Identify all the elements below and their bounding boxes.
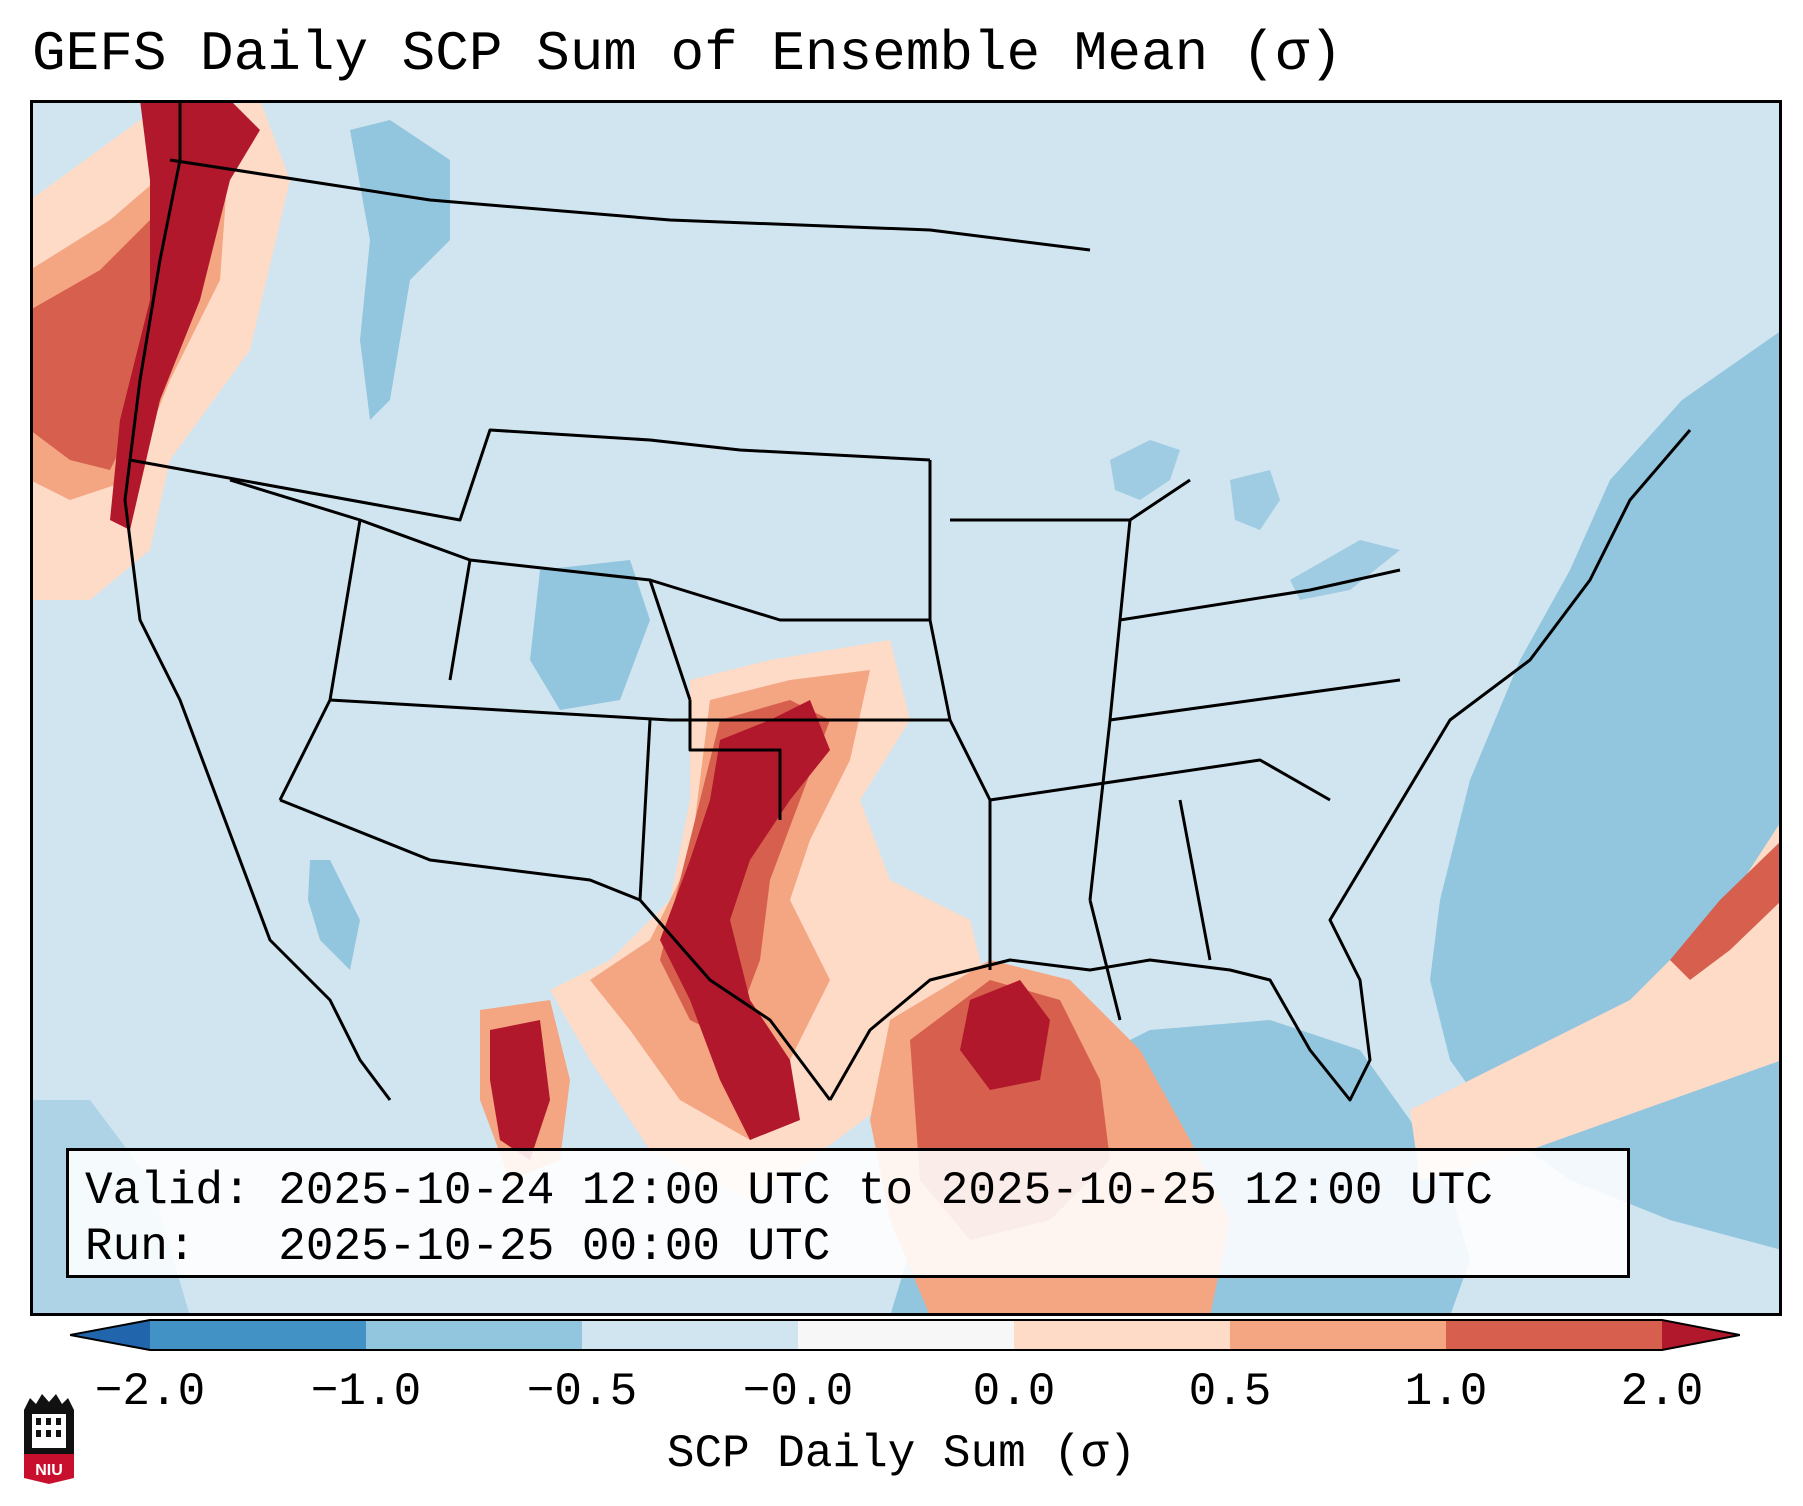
plains-anomaly-max [660,700,830,1140]
colorbar-outline [70,1319,1740,1351]
colorbar-tick-label: 1.0 [1404,1366,1488,1418]
atlantic-anomaly-core [1670,840,1782,980]
us-canada-border [169,158,1091,252]
colorbar-segment-1 [366,1320,582,1350]
south-texas-coast-max [960,980,1050,1090]
valid-label: Valid: [85,1165,251,1217]
northeast-mexico-max [490,1020,550,1160]
colorbar-tick-label: −2.0 [94,1366,206,1418]
colorbar-label: SCP Daily Sum (σ) [666,1428,1137,1480]
valid-row: Valid: 2025-10-24 12:00 UTC to 2025-10-2… [85,1163,1627,1219]
interior-borders-central [638,460,992,970]
colorbar-tick-label: 2.0 [1620,1366,1704,1418]
map-frame [30,100,1782,1316]
gulf-of-california [308,860,360,970]
run-value: 2025-10-25 00:00 UTC [278,1221,831,1273]
atlantic-anomaly-outer [1410,820,1782,1180]
valid-value: 2025-10-24 12:00 UTC to 2025-10-25 12:00… [278,1165,1493,1217]
scp-map [30,100,1782,1316]
colorbar-segment-0 [150,1320,366,1350]
colorbar-segment-6 [1446,1320,1662,1350]
colorbar [70,1319,1740,1351]
colorbar-segment-3 [798,1320,1014,1350]
colorbar-tick-label: −0.0 [742,1366,854,1418]
pacific-ne-low-anomaly [350,120,450,420]
niu-logo: NIU [24,1394,74,1484]
gulf-coastline [828,429,1692,1102]
pacific-northwest-anomaly-max [110,100,260,530]
run-row: Run: 2025-10-25 00:00 UTC [85,1219,1627,1275]
validity-info-box: Valid: 2025-10-24 12:00 UTC to 2025-10-2… [66,1148,1630,1278]
interior-borders-west [129,428,950,801]
colorado-low-anomaly [530,560,650,710]
logo-text: NIU [35,1462,63,1479]
pacific-coastline [123,100,392,1101]
colorbar-under-arrow [70,1320,150,1350]
interior-borders-east [950,478,1401,1021]
state-borders [123,100,1692,1102]
colorbar-segment-5 [1230,1320,1446,1350]
colorbar-tick-label: −0.5 [526,1366,638,1418]
colorbar-segment-2 [582,1320,798,1350]
colorbar-tick-label: −1.0 [310,1366,422,1418]
colorbar-tick-label: 0.5 [1188,1366,1272,1418]
colorbar-tick-label: 0.0 [972,1366,1056,1418]
run-label: Run: [85,1221,196,1273]
great-lakes [1110,440,1400,600]
map-title: GEFS Daily SCP Sum of Ensemble Mean (σ) [32,22,1343,86]
colorbar-over-arrow [1662,1320,1740,1350]
colorbar-segment-4 [1014,1320,1230,1350]
